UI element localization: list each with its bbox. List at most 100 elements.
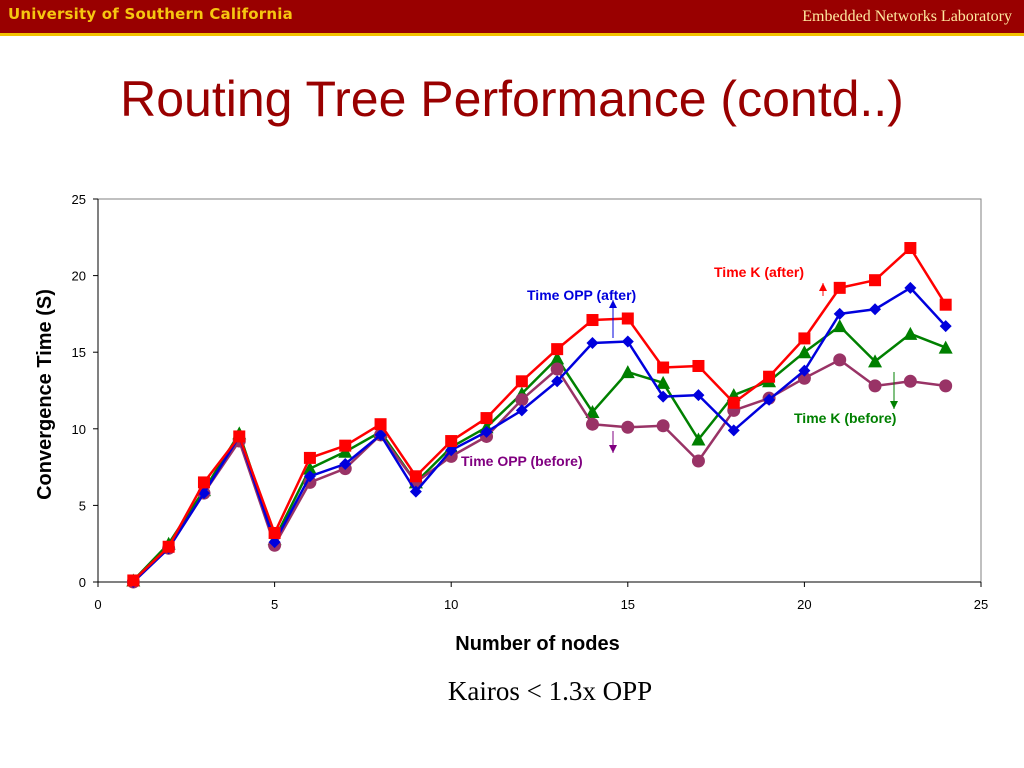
data-point-diamond: [621, 335, 634, 348]
data-point-diamond: [657, 390, 670, 403]
x-tick-label: 25: [974, 597, 988, 612]
data-point-circle: [656, 419, 670, 433]
data-point-square: [197, 476, 210, 489]
data-point-circle: [515, 393, 529, 407]
annotation-arrowhead: [609, 300, 617, 308]
data-point-square: [657, 361, 670, 374]
data-point-square: [939, 298, 952, 311]
data-point-diamond: [409, 485, 422, 498]
data-point-square: [763, 370, 776, 383]
data-point-square: [162, 540, 175, 553]
slide-caption: Kairos < 1.3x OPP: [447, 676, 653, 706]
series-time-opp-after: [127, 281, 952, 588]
x-tick-label: 10: [444, 597, 458, 612]
axes: 0 5 10 15 20 25 0 5 10 15 20 25 Number of nodes Conve…: [34, 192, 988, 655]
data-point-circle: [621, 420, 635, 434]
y-tick-label: 10: [72, 422, 86, 437]
data-point-triangle: [302, 461, 317, 475]
data-point-square: [551, 343, 564, 356]
data-point-diamond: [727, 424, 740, 437]
data-point-triangle: [797, 345, 812, 359]
annotation-arrowhead: [609, 445, 617, 453]
data-point-circle: [833, 353, 847, 367]
series-time-k-after: [127, 242, 952, 587]
y-tick-label: 20: [72, 269, 86, 284]
data-point-square: [303, 451, 316, 464]
plot-area-frame: [97, 198, 982, 583]
data-point-square: [621, 312, 634, 325]
data-point-square: [409, 470, 422, 483]
convergence-time-chart: 0 5 10 15 20 25 0 5 10 15 20 25 Number of nodes Conve…: [34, 192, 988, 655]
data-point-triangle: [620, 365, 635, 379]
data-point-square: [268, 526, 281, 539]
data-point-circle: [550, 362, 564, 376]
annotations: Time K (after) Time OPP (after) Time K (be…: [461, 264, 898, 469]
data-point-triangle: [691, 432, 706, 446]
data-point-diamond: [798, 364, 811, 377]
y-axis-title: Convergence Time (S): [34, 289, 56, 500]
data-point-circle: [585, 417, 599, 431]
x-tick-label: 5: [271, 597, 278, 612]
x-tick-label: 0: [94, 597, 101, 612]
data-point-diamond: [480, 425, 493, 438]
data-point-square: [904, 242, 917, 255]
data-point-circle: [868, 379, 882, 393]
data-point-diamond: [339, 458, 352, 471]
annotation-label: Time K (after): [714, 264, 804, 280]
data-point-triangle: [550, 351, 565, 365]
series-line: [132, 286, 947, 583]
y-tick-label: 25: [72, 192, 86, 207]
x-tick-label: 20: [797, 597, 811, 612]
data-point-square: [339, 439, 352, 452]
data-point-triangle: [903, 326, 918, 340]
data-point-diamond: [763, 393, 776, 406]
y-tick-label: 15: [72, 345, 86, 360]
data-point-triangle: [585, 404, 600, 418]
data-point-square: [692, 359, 705, 372]
data-point-triangle: [832, 319, 847, 333]
annotation-arrowhead: [819, 283, 827, 291]
data-point-square: [445, 435, 458, 448]
data-point-diamond: [374, 428, 387, 441]
university-logo-text: University of Southern California: [8, 5, 293, 23]
data-point-square: [798, 332, 811, 345]
x-axis-title: Number of nodes: [455, 633, 619, 655]
lab-name: Embedded Networks Laboratory: [802, 8, 1012, 25]
data-point-square: [515, 375, 528, 388]
data-point-square: [374, 418, 387, 431]
data-point-diamond: [445, 444, 458, 457]
data-point-diamond: [303, 470, 316, 483]
data-point-diamond: [586, 337, 599, 350]
data-point-square: [480, 412, 493, 425]
annotation-label: Time OPP (before): [461, 453, 583, 469]
data-point-diamond: [904, 281, 917, 294]
data-point-diamond: [939, 320, 952, 333]
header-bar: University of Southern California Embedd…: [0, 0, 1024, 36]
annotation-label: Time OPP (after): [527, 287, 636, 303]
data-point-circle: [691, 454, 705, 468]
data-point-triangle: [938, 340, 953, 354]
data-point-diamond: [268, 536, 281, 549]
x-tick-label: 15: [621, 597, 635, 612]
data-point-square: [833, 281, 846, 294]
y-tick-label: 0: [79, 575, 86, 590]
data-point-diamond: [869, 303, 882, 316]
annotation-arrowhead: [890, 401, 898, 409]
annotation-label: Time K (before): [794, 410, 896, 426]
data-point-diamond: [515, 404, 528, 417]
data-point-diamond: [833, 307, 846, 320]
data-point-diamond: [551, 375, 564, 388]
data-point-square: [869, 274, 882, 287]
data-point-diamond: [692, 389, 705, 402]
data-point-square: [127, 574, 140, 587]
data-point-circle: [903, 374, 917, 388]
data-point-triangle: [868, 354, 883, 368]
series-group: [126, 242, 953, 589]
data-point-triangle: [656, 375, 671, 389]
data-point-square: [586, 314, 599, 327]
data-point-square: [233, 430, 246, 443]
y-tick-label: 5: [79, 498, 86, 513]
data-point-circle: [303, 475, 317, 489]
data-point-square: [727, 396, 740, 409]
slide-title: Routing Tree Performance (contd..): [120, 71, 904, 127]
